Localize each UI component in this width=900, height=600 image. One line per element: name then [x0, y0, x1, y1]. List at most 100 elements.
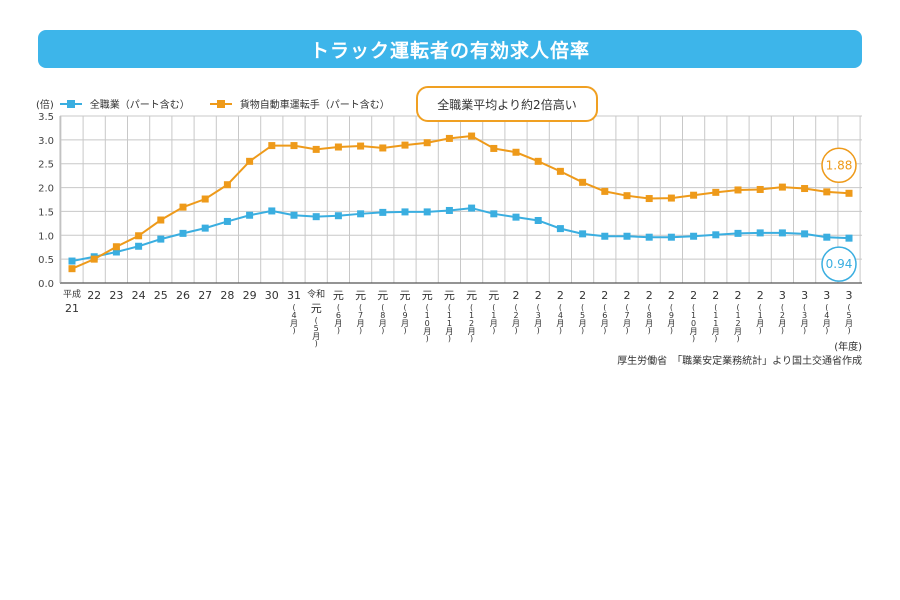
x-tick: 平成 21	[61, 289, 83, 315]
x-tick-label: 24	[131, 289, 146, 302]
x-tick: 元1月	[483, 289, 505, 334]
y-tick-label: 3.0	[38, 136, 54, 147]
data-point	[801, 185, 809, 193]
x-tick-sublabel: 5月	[312, 316, 321, 347]
data-point	[667, 233, 675, 241]
x-tick-sublabel: 5月	[578, 303, 587, 334]
source-note: 厚生労働省 「職業安定業務統計」より国土交通省作成	[617, 356, 862, 367]
x-tick: 25	[150, 289, 172, 302]
x-tick-label: 2	[667, 289, 675, 302]
data-point	[734, 229, 742, 237]
x-tick-sublabel: 1月	[756, 303, 765, 334]
x-tick-label: 2	[690, 289, 698, 302]
data-point	[401, 208, 409, 216]
x-tick-label: 2	[579, 289, 587, 302]
x-tick-label: 22	[87, 289, 102, 302]
data-point	[379, 144, 387, 152]
annotation-callout: 全職業平均より約2倍高い	[416, 86, 598, 122]
x-tick: 元8月	[372, 289, 394, 334]
data-point	[645, 233, 653, 241]
x-tick: 24	[128, 289, 150, 302]
x-tick-label: 2	[756, 289, 764, 302]
data-point	[68, 265, 76, 273]
data-point	[290, 142, 298, 150]
x-tick-sublabel: 9月	[667, 303, 676, 334]
x-tick-sublabel: 6月	[334, 303, 343, 334]
x-tick: 210月	[683, 289, 705, 342]
legend-label-truck-drivers: 貨物自動車運転手（パート含む）	[239, 100, 390, 111]
x-tick-sublabel: 11月	[711, 303, 720, 342]
data-point	[334, 212, 342, 220]
last-value-label: 1.88	[826, 158, 853, 172]
x-tick-label: 3	[801, 289, 809, 302]
data-point	[246, 211, 254, 219]
x-tick: 22	[83, 289, 105, 302]
x-tick: 212月	[727, 289, 749, 342]
data-point	[179, 203, 187, 211]
x-tick: 元9月	[394, 289, 416, 334]
x-tick: 27	[194, 289, 216, 302]
x-tick-label: 3	[823, 289, 831, 302]
x-tick: 35月	[838, 289, 860, 334]
x-tick-label: 2	[623, 289, 631, 302]
x-tick-sublabel: 12月	[734, 303, 743, 342]
legend-swatch-all-jobs	[59, 99, 82, 108]
data-point	[490, 210, 498, 218]
x-tick: 30	[261, 289, 283, 302]
data-point	[201, 224, 209, 232]
x-tick: 32月	[771, 289, 793, 334]
x-tick-label: 元	[399, 289, 411, 302]
data-point	[845, 189, 853, 197]
x-tick-label: 平成	[62, 290, 81, 300]
x-tick-label: 元	[377, 289, 389, 302]
data-point	[357, 210, 365, 218]
data-point	[778, 183, 786, 191]
data-point	[135, 242, 143, 250]
x-tick-sublabel: 7月	[356, 303, 365, 334]
y-tick-label: 1.0	[38, 231, 54, 242]
y-tick-label: 2.0	[38, 184, 54, 195]
x-tick-label: 2	[645, 289, 653, 302]
series-line-all-jobs	[71, 207, 850, 263]
x-tick-label: 2	[512, 289, 520, 302]
x-tick: 28	[216, 289, 238, 302]
x-tick-label: 元	[310, 302, 322, 315]
x-tick-sublabel: 10月	[689, 303, 698, 342]
data-point	[778, 229, 786, 237]
x-tick: 22月	[505, 289, 527, 334]
x-tick-sublabel: 4月	[556, 303, 565, 334]
x-tick-label: 元	[443, 289, 455, 302]
data-point	[468, 132, 476, 140]
data-point	[268, 207, 276, 215]
x-tick: 26月	[594, 289, 616, 334]
x-tick: 314月	[283, 289, 305, 334]
x-tick: 元11月	[438, 289, 460, 342]
data-point	[579, 230, 587, 238]
data-point	[512, 148, 520, 156]
x-tick-sublabel: 4月	[290, 303, 299, 334]
data-point	[801, 230, 809, 238]
data-point	[379, 208, 387, 216]
x-tick: 21月	[749, 289, 771, 334]
x-tick: 28月	[638, 289, 660, 334]
data-point	[556, 225, 564, 233]
data-point	[423, 139, 431, 147]
data-point	[712, 231, 720, 239]
data-point	[401, 141, 409, 149]
data-point	[756, 185, 764, 193]
data-point	[445, 134, 453, 142]
x-tick-label: 30	[264, 289, 279, 302]
data-point	[312, 213, 320, 221]
data-point	[268, 142, 276, 150]
y-tick-label: 2.5	[38, 160, 54, 171]
data-point	[579, 178, 587, 186]
x-tick-label: 元	[332, 289, 344, 302]
data-point	[512, 213, 520, 221]
data-point	[468, 204, 476, 212]
data-point	[690, 232, 698, 240]
y-tick-label: 3.5	[38, 112, 54, 123]
x-tick: 24月	[549, 289, 571, 334]
x-tick: 29	[239, 289, 261, 302]
x-tick: 令和元5月	[305, 289, 327, 347]
